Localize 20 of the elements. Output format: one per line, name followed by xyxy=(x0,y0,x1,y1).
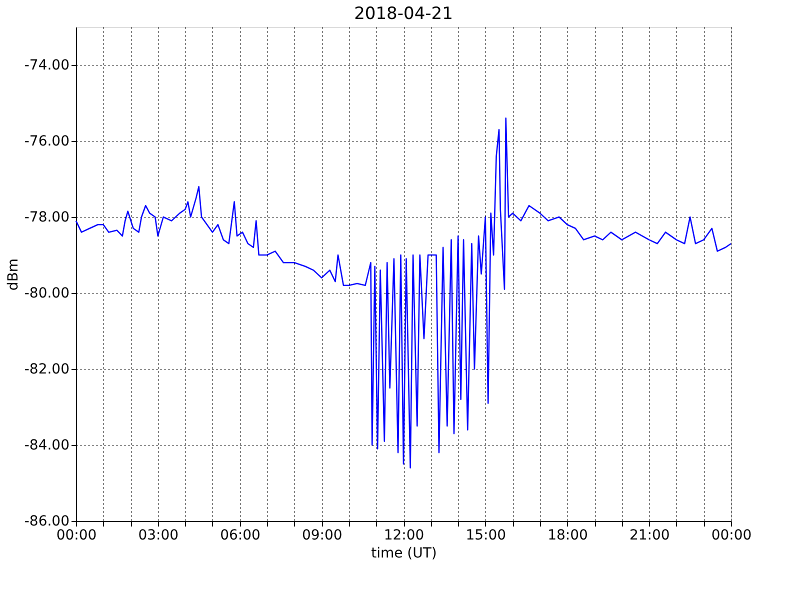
x-tick-label: 21:00 xyxy=(629,528,670,544)
y-axis-title: dBm xyxy=(5,258,22,291)
x-tick-label: 03:00 xyxy=(138,528,179,544)
x-tick-label: 00:00 xyxy=(56,528,97,544)
x-tick-label: 12:00 xyxy=(384,528,424,544)
line-series xyxy=(75,118,732,468)
chart-title: 2018-04-21 xyxy=(354,4,453,24)
y-tick-label: -80.00 xyxy=(24,286,70,302)
y-tick-label: -84.00 xyxy=(24,438,70,454)
x-tick-label: 09:00 xyxy=(302,528,342,544)
y-tick-label: -78.00 xyxy=(24,210,70,226)
x-tick-label: 18:00 xyxy=(548,528,588,544)
y-tick-label: -74.00 xyxy=(24,58,70,74)
y-tick-label: -82.00 xyxy=(24,362,70,378)
x-axis-title: time (UT) xyxy=(371,546,437,562)
y-tick-label: -86.00 xyxy=(24,514,70,530)
x-tick-label: 00:00 xyxy=(711,528,752,544)
y-tick-label: -76.00 xyxy=(24,134,70,150)
x-tick-label: 06:00 xyxy=(220,528,260,544)
x-tick-label: 15:00 xyxy=(466,528,506,544)
